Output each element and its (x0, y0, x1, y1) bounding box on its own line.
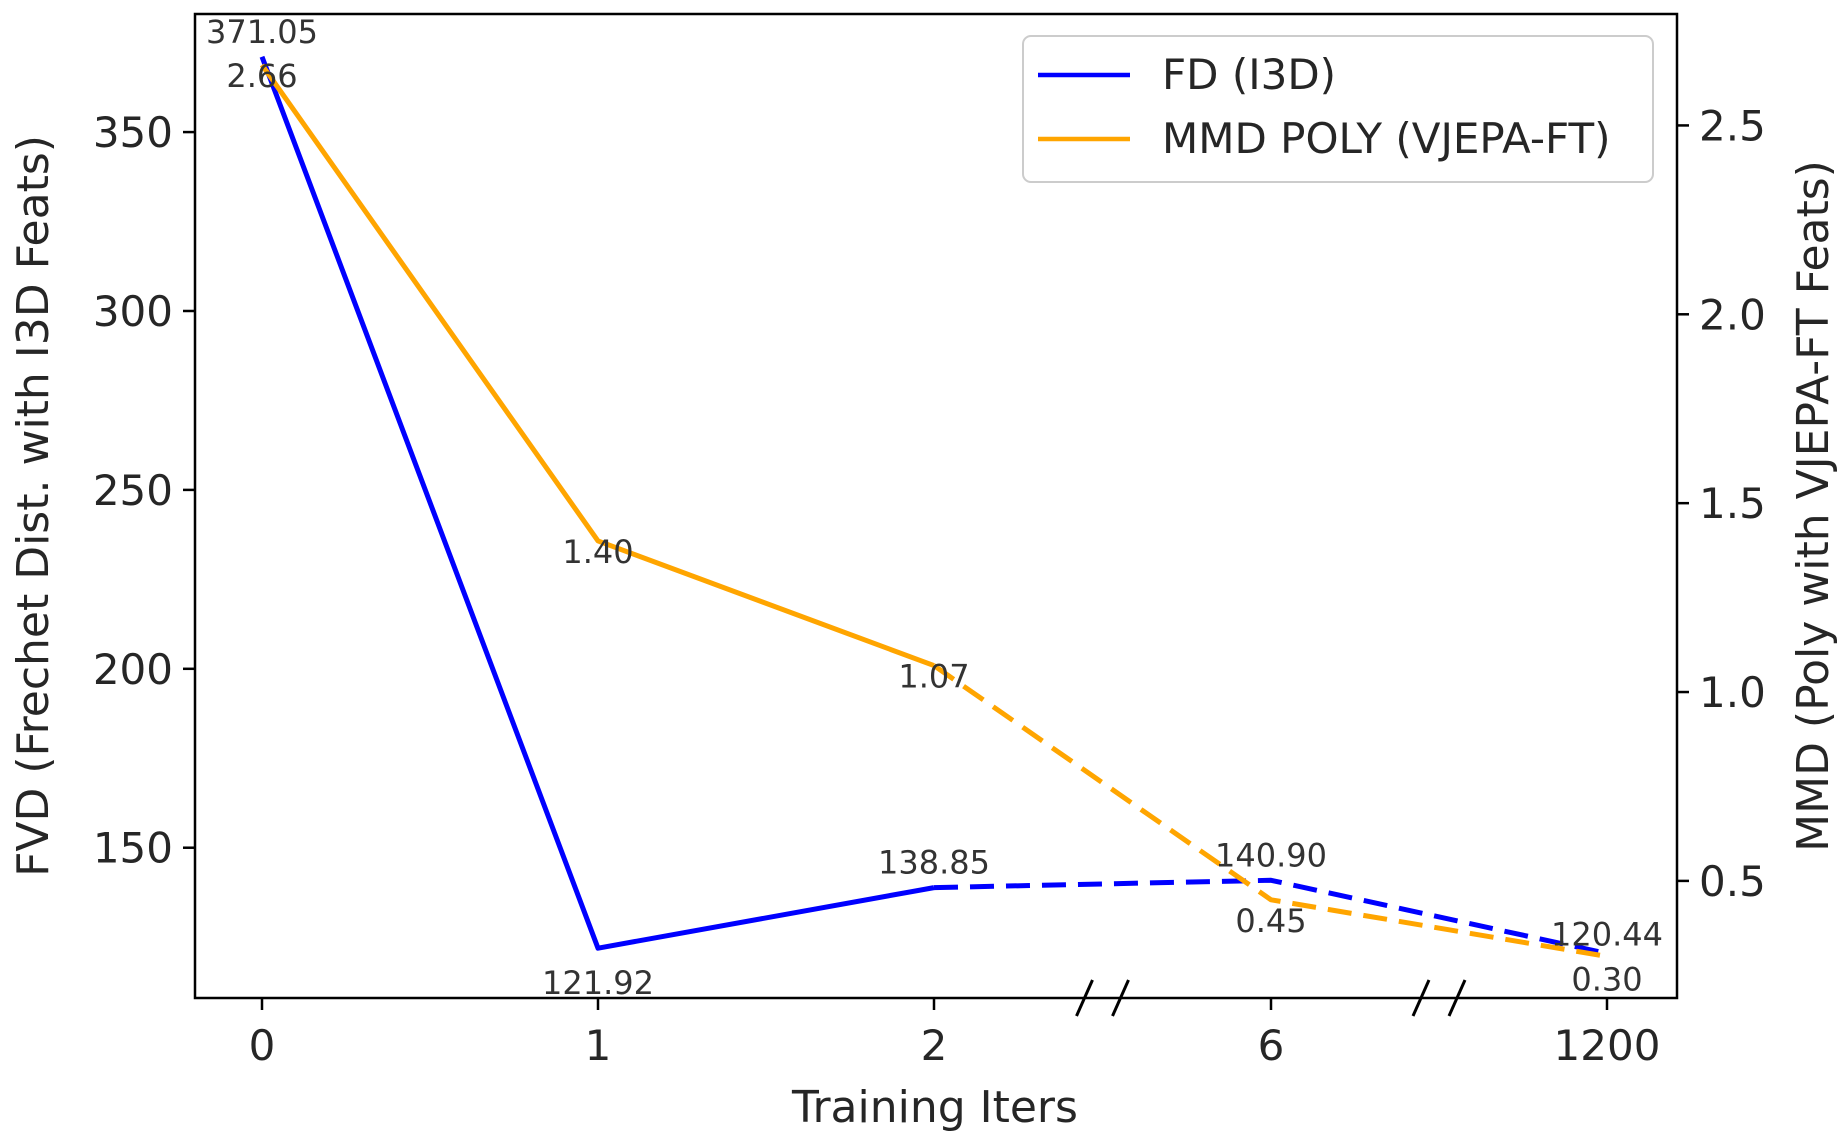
axis-break-mark (1447, 979, 1467, 1017)
data-label-fd-i3d: 371.05 (206, 13, 318, 51)
y-right-tick-label: 2.5 (1699, 101, 1766, 150)
data-label-fd-i3d: 138.85 (878, 844, 990, 882)
y-right-tick-label: 2.0 (1699, 290, 1766, 339)
ticks-layer: 0 1 2 6 1200 150 200 250 300 350 0.5 1.0 1.5 2.0 2.5 (93, 101, 1766, 1070)
y-left-tick-label: 200 (93, 645, 173, 694)
y-right-tick-label: 0.5 (1699, 857, 1766, 906)
x-tick-label: 0 (249, 1021, 276, 1070)
y-right-tick-label: 1.0 (1699, 668, 1766, 717)
data-label-fd-i3d: 140.90 (1215, 836, 1327, 874)
data-label-fd-i3d: 121.92 (542, 964, 654, 1002)
y-right-tick-label: 1.5 (1699, 479, 1766, 528)
y-axis-left-label: FVD (Frechet Dist. with I3D Feats) (8, 135, 59, 877)
legend: FD (I3D) MMD POLY (VJEPA-FT) (1022, 35, 1654, 183)
legend-label-mmd-poly: MMD POLY (VJEPA-FT) (1162, 114, 1611, 163)
y-left-tick-label: 150 (93, 824, 173, 873)
x-tick-label: 6 (1258, 1021, 1285, 1070)
axis-break-mark (1411, 979, 1431, 1017)
axis-break-mark (1111, 979, 1130, 1017)
y-left-tick-label: 350 (93, 108, 173, 157)
plot-frame (193, 12, 1679, 1000)
data-label-mmd-poly: 2.66 (226, 57, 297, 95)
data-label-mmd-poly: 1.40 (562, 533, 633, 571)
x-tick-label: 1 (585, 1021, 612, 1070)
data-label-fd-i3d: 120.44 (1551, 915, 1663, 953)
axis-break-mark (1075, 979, 1094, 1017)
series-layer (259, 55, 1608, 959)
legend-label-fd-i3d: FD (I3D) (1162, 50, 1336, 99)
y-axis-right-label: MMD (Poly with VJEPA-FT Feats) (1788, 160, 1839, 852)
y-left-tick-label: 300 (93, 287, 173, 336)
data-label-mmd-poly: 0.30 (1571, 960, 1642, 998)
axis-breaks (1075, 979, 1467, 1017)
x-tick-label: 1200 (1554, 1021, 1661, 1070)
data-labels: 371.05 121.92 138.85 140.90 120.44 2.66 1.40 1.… (206, 13, 1663, 1002)
data-label-mmd-poly: 0.45 (1235, 902, 1306, 940)
data-label-mmd-poly: 1.07 (898, 658, 969, 696)
legend-box (1022, 35, 1654, 183)
x-tick-label: 2 (921, 1021, 948, 1070)
y-left-tick-label: 250 (93, 466, 173, 515)
x-axis-label: Training Iters (791, 1082, 1078, 1133)
